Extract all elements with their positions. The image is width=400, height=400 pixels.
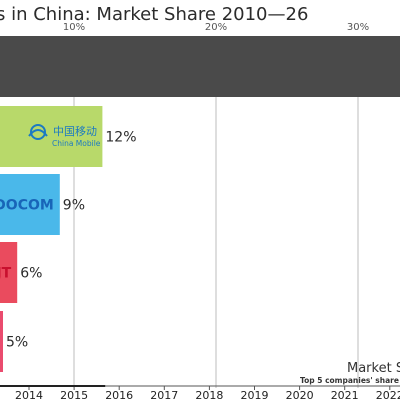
x-tick-label: 20% [205, 22, 227, 33]
bar-3 [0, 174, 60, 235]
x-axis-ticks: 10% 20% 30% [63, 22, 369, 33]
bar-2-value-label: 12% [105, 130, 136, 146]
china-mobile-swirl-icon [28, 129, 48, 137]
bar-3-logo: DOCOM [0, 198, 54, 214]
timeline-year-label[interactable]: 2015 [60, 389, 88, 400]
bar-1 [0, 36, 400, 97]
china-mobile-emblem-icon [30, 124, 46, 140]
footer-title: Market S [347, 361, 400, 376]
timeline-year-label[interactable]: 2017 [150, 389, 178, 400]
bar-4-logo: JT [0, 266, 12, 282]
timeline-year-label[interactable]: 2016 [105, 389, 133, 400]
bar-4 [0, 242, 18, 303]
timeline-year-label[interactable]: 2019 [241, 389, 269, 400]
bar-4-value-label: 6% [20, 266, 42, 282]
logo-subtext: China Mobile [52, 139, 101, 148]
chart-title: s in China: Market Share 2010—26 [0, 4, 308, 25]
timeline-year-label[interactable]: 2021 [331, 389, 359, 400]
bar-2 [0, 106, 103, 167]
timeline-year-label[interactable]: 2020 [286, 389, 314, 400]
bar-5-value-label: 5% [6, 335, 28, 351]
footer-subtitle: Top 5 companies' share (in [300, 376, 400, 385]
timeline: 2014 2015 2016 2017 2018 2019 2020 2021 2022 [0, 385, 400, 400]
x-tick-label: 10% [63, 22, 85, 33]
x-tick-label: 30% [347, 22, 369, 33]
logo-text: JT [0, 266, 12, 282]
timeline-year-label[interactable]: 2022 [376, 389, 400, 400]
logo-text: 中国移动 [53, 125, 97, 138]
logo-text: DOCOM [0, 198, 54, 214]
timeline-year-label[interactable]: 2018 [195, 389, 223, 400]
timeline-year-label[interactable]: 2014 [15, 389, 43, 400]
bar-3-value-label: 9% [63, 198, 85, 214]
bar-5 [0, 311, 3, 372]
